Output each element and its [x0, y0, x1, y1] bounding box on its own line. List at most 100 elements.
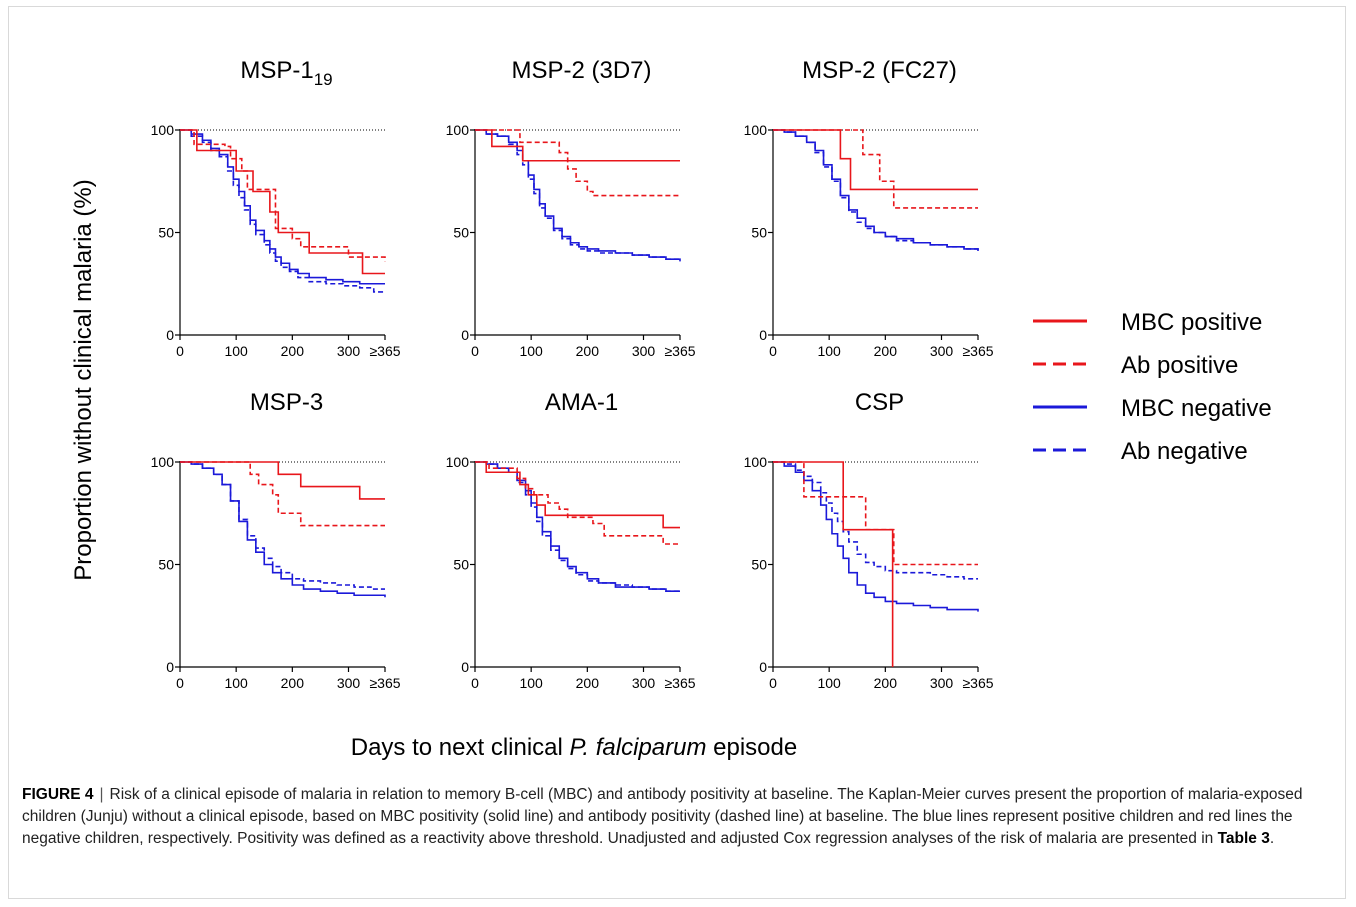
- series-ab-positive: [180, 461, 385, 527]
- caption-text: Risk of a clinical episode of malaria in…: [22, 786, 1303, 847]
- legend-item-mbc-positive: MBC positive: [1033, 309, 1262, 336]
- legend-item-ab-positive: Ab positive: [1033, 352, 1238, 379]
- panel-4: MSP-3 0 50 100 0 100 200 300 ≥365: [151, 389, 401, 691]
- caption-figure-number: FIGURE 4: [22, 786, 94, 803]
- legend-label: Ab negative: [1121, 438, 1248, 465]
- x-tick-label: 100: [519, 343, 543, 359]
- panel-title-main: MSP-2 (FC27): [802, 57, 957, 84]
- series-mbc-positive: [475, 129, 680, 162]
- panel-1: MSP-119 0 50 100 0 100 200 300 ≥365: [151, 57, 401, 359]
- series-mbc-negative: [475, 129, 681, 262]
- series-mbc-positive: [180, 129, 385, 275]
- panel-6: CSP 0 50 100 0 100 200 300 ≥365: [744, 389, 994, 691]
- y-tick-label: 50: [751, 225, 767, 241]
- x-tick-label: 0: [176, 675, 184, 691]
- x-tick-label: 100: [817, 343, 841, 359]
- panel-title: MSP-2 (3D7): [511, 57, 651, 84]
- legend-label: MBC positive: [1121, 309, 1262, 336]
- y-tick-label: 0: [461, 659, 469, 675]
- panel-title: MSP-2 (FC27): [802, 57, 957, 84]
- x-tick-label: 0: [176, 343, 184, 359]
- x-tick-label: 100: [817, 675, 841, 691]
- series-mbc-negative: [180, 129, 385, 285]
- x-axis-label: Days to next clinical P. falciparum epis…: [351, 734, 797, 761]
- x-tick-label: 300: [930, 675, 954, 691]
- x-tick-label: 100: [224, 343, 248, 359]
- x-tick-label: 200: [874, 675, 898, 691]
- series-ab-positive: [773, 461, 978, 566]
- x-tick-label: ≥365: [664, 675, 695, 691]
- x-axis-label-pre: Days to next clinical: [351, 734, 570, 761]
- legend-label: MBC negative: [1121, 395, 1272, 422]
- y-tick-label: 0: [759, 327, 767, 343]
- series-mbc-positive: [773, 461, 894, 667]
- panel-title-main: MSP-1: [240, 57, 313, 84]
- series-mbc-negative: [475, 461, 680, 592]
- panel-title-main: AMA-1: [545, 389, 618, 416]
- panel-5: AMA-1 0 50 100 0 100 200 300 ≥365: [446, 389, 696, 691]
- legend-label: Ab positive: [1121, 352, 1238, 379]
- series-ab-positive: [475, 461, 680, 545]
- x-tick-label: 200: [576, 675, 600, 691]
- series-ab-positive: [475, 129, 680, 197]
- x-tick-label: 200: [576, 343, 600, 359]
- y-tick-label: 50: [158, 225, 174, 241]
- x-tick-label: ≥365: [369, 343, 400, 359]
- y-axis-label: Proportion without clinical malaria (%): [70, 179, 97, 580]
- y-tick-label: 100: [446, 454, 470, 470]
- x-tick-label: 300: [632, 675, 656, 691]
- caption-end: .: [1269, 830, 1275, 847]
- y-tick-label: 50: [453, 225, 469, 241]
- x-tick-label: 0: [769, 343, 777, 359]
- panel-title: MSP-119: [240, 57, 332, 89]
- legend-item-mbc-negative: MBC negative: [1033, 395, 1272, 422]
- y-tick-label: 50: [453, 557, 469, 573]
- y-tick-label: 100: [744, 122, 768, 138]
- x-tick-label: ≥365: [962, 675, 993, 691]
- series-ab-negative: [180, 461, 385, 590]
- series-mbc-positive: [773, 129, 978, 191]
- series-ab-positive: [773, 129, 978, 209]
- y-tick-label: 0: [461, 327, 469, 343]
- series-mbc-negative: [180, 461, 386, 598]
- x-tick-label: 200: [281, 343, 305, 359]
- y-tick-label: 50: [751, 557, 767, 573]
- panel-title: AMA-1: [545, 389, 618, 416]
- figure-caption: FIGURE 4 | Risk of a clinical episode of m…: [22, 784, 1332, 850]
- x-tick-label: 100: [519, 675, 543, 691]
- series-mbc-positive: [475, 461, 680, 529]
- x-tick-label: ≥365: [664, 343, 695, 359]
- panel-title-subscript: 19: [314, 70, 333, 89]
- x-tick-label: 200: [281, 675, 305, 691]
- legend: MBC positive Ab positive MBC negative Ab ne…: [1033, 309, 1272, 465]
- y-tick-label: 0: [166, 659, 174, 675]
- legend-item-ab-negative: Ab negative: [1033, 438, 1248, 465]
- x-tick-label: 0: [769, 675, 777, 691]
- x-tick-label: 0: [471, 675, 479, 691]
- panel-title-main: CSP: [855, 389, 904, 416]
- series-mbc-positive: [180, 461, 385, 500]
- x-tick-label: 300: [337, 675, 361, 691]
- y-tick-label: 100: [151, 122, 175, 138]
- series-ab-negative: [180, 129, 385, 293]
- figure-frame: [8, 6, 1346, 899]
- caption-separator: |: [99, 786, 104, 803]
- panel-title: CSP: [855, 389, 904, 416]
- series-ab-negative: [475, 129, 681, 262]
- y-tick-label: 50: [158, 557, 174, 573]
- x-tick-label: 100: [224, 675, 248, 691]
- panel-title-main: MSP-3: [250, 389, 323, 416]
- y-tick-label: 100: [151, 454, 175, 470]
- x-axis-label-italic: P. falciparum: [570, 734, 707, 761]
- x-tick-label: 300: [930, 343, 954, 359]
- panel-title-main: MSP-2 (3D7): [511, 57, 651, 84]
- y-tick-label: 0: [759, 659, 767, 675]
- panel-2: MSP-2 (3D7) 0 50 100 0 100 200 300 ≥365: [446, 57, 696, 359]
- panel-title: MSP-3: [250, 389, 323, 416]
- series-mbc-negative: [773, 461, 979, 612]
- caption-table-ref[interactable]: Table 3: [1217, 830, 1270, 847]
- figure-canvas: MSP-119 0 50 100 0 100 200 300 ≥365 MSP-2 (3D7) 0 5…: [70, 57, 1272, 761]
- series-ab-negative: [773, 461, 978, 580]
- series-ab-negative: [475, 461, 680, 592]
- x-axis-label-post: episode: [706, 734, 797, 761]
